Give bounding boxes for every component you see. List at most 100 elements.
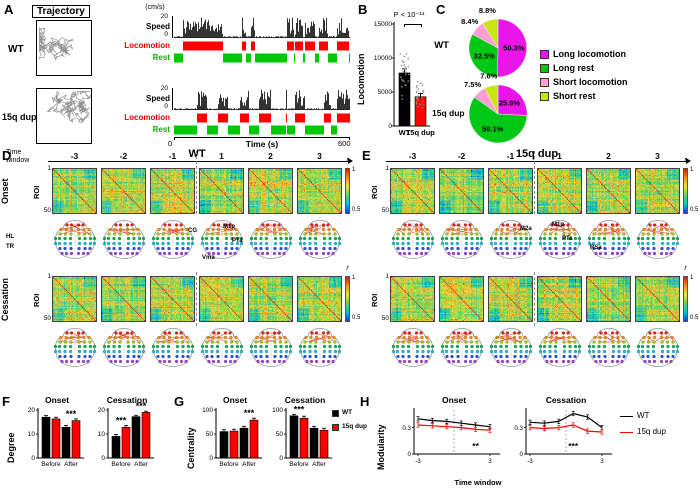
row-name-cessation: Cessation	[0, 277, 10, 321]
y-tick-label: 0	[31, 455, 35, 462]
pie-name-15q-dup: 15q dup	[432, 108, 465, 118]
panel-h-modularity: H Modularity Time window Onset 0.3 0 -3 3 ** C…	[358, 394, 700, 497]
brain-region-label: TR	[6, 244, 14, 250]
locomotion-raster	[197, 113, 350, 123]
y-tick-label: 50	[276, 431, 284, 438]
panel-e-label: E	[362, 148, 371, 163]
brain-region-label: M1p	[223, 224, 235, 230]
line-legend-sample	[620, 432, 633, 433]
significance-stars: ***	[136, 401, 147, 411]
brain-region-label: Vma	[202, 255, 215, 261]
p-value: P < 10⁻¹³	[393, 10, 425, 19]
correlation-matrix	[52, 276, 97, 322]
pie-slice-label: 7.6%	[480, 72, 497, 81]
rest-label-wt: Rest	[152, 53, 170, 62]
y-tick-label: 0	[101, 455, 105, 462]
roi-tick-max: 50	[381, 207, 389, 214]
h-x-axis-label: Time window	[454, 478, 502, 487]
pie-slice-label: 7.5%	[464, 80, 481, 89]
brain-map	[200, 220, 243, 259]
time-window-value: -3	[70, 151, 79, 161]
y-tick-label: 10	[98, 431, 106, 438]
correlation-matrix	[150, 276, 195, 322]
significance-stars: ***	[66, 409, 77, 419]
time-window-value: 1	[557, 151, 562, 161]
brain-map	[636, 220, 679, 259]
speed-trace	[174, 89, 350, 111]
colorbar-max-label: 1	[352, 167, 356, 173]
correlation-matrix	[199, 168, 244, 214]
correlation-matrix	[586, 168, 631, 214]
pie-legend-swatch	[540, 64, 549, 73]
panel-e-15q-dup-matrices: E 15q dup -3 -2 -1 1 2 3 ROI 1 50 r 1 0.5 M2a M1p PTa R…	[356, 148, 700, 394]
significance-stars: ***	[294, 404, 305, 414]
significance-stars: ***	[116, 415, 127, 425]
colorbar	[345, 276, 350, 322]
b-y-tick-label: 0	[388, 122, 392, 130]
brain-map	[636, 328, 679, 367]
subplot-title-onset: Onset	[222, 395, 248, 405]
panel-b-locomotion-quant: B P < 10⁻¹³ Locomotion WT 15q dup 15000 1…	[356, 2, 435, 150]
pie-name-wt: WT	[434, 40, 449, 51]
correlation-matrix	[488, 276, 533, 322]
correlation-matrix	[52, 168, 97, 214]
window-divider	[534, 151, 535, 214]
panel-h-label: H	[360, 394, 370, 409]
colorbar-title: r	[346, 157, 349, 164]
pie-legend-label: Short rest	[553, 91, 596, 101]
colorbar-min-label: 0.5	[352, 315, 361, 321]
colorbar	[345, 168, 350, 214]
y-tick-label: 0	[209, 455, 213, 462]
correlation-matrix	[488, 168, 533, 214]
correlation-matrix	[248, 276, 293, 322]
roi-tick-max: 50	[381, 315, 389, 322]
y-tick-label: 20	[28, 407, 36, 414]
colorbar-max-label: 1	[352, 275, 356, 281]
correlation-matrix	[297, 168, 342, 214]
panel-f-label: F	[2, 394, 10, 409]
brain-map	[102, 220, 145, 259]
speed-scale-max: 20	[160, 84, 168, 92]
window-divider	[534, 272, 535, 326]
b-y-tick-label: 15000	[373, 20, 392, 28]
rest-label-dup: Rest	[152, 125, 170, 134]
panel-g-label: G	[174, 394, 185, 409]
brain-map	[298, 328, 341, 367]
time-window-value: -2	[457, 151, 466, 161]
b-y-axis-label: Locomotion	[356, 53, 366, 105]
correlation-matrix	[390, 168, 435, 214]
speed-scale-max: 20	[160, 12, 168, 20]
speed-scale-unit: (cm/s)	[145, 4, 165, 11]
b-x-label-wt: WT	[398, 128, 411, 137]
brain-map	[538, 220, 581, 259]
brain-map	[151, 220, 194, 259]
panel-b-label: B	[358, 2, 368, 17]
b-y-tick-label: 5000	[377, 88, 392, 96]
colorbar-max-label: 1	[690, 167, 694, 173]
pie-slice-label: 59.1%	[482, 125, 504, 134]
correlation-matrix	[150, 168, 195, 214]
panel-d-wt-matrices: D WT Time window -3 -2 -1 1 2 3 Onset ROI 1 50 r 1 0…	[0, 148, 360, 394]
y-tick-label: 100	[202, 407, 213, 414]
window-divider	[196, 272, 197, 326]
y-tick-label: 20	[98, 407, 106, 414]
pie-chart-wt: 50.3% 32.5% 8.4%8.8%	[461, 6, 527, 78]
time-window-value: -2	[119, 151, 128, 161]
bar-legend-label: 15q dup	[342, 422, 367, 430]
time-axis-arrow	[48, 161, 348, 162]
y-tick-label: 0.3	[402, 425, 411, 432]
y-tick-label: 0	[279, 455, 283, 462]
pie-legend-label: Long locomotion	[553, 49, 626, 59]
colorbar-min-label: 0.5	[352, 207, 361, 213]
group-label-15q-dup: 15q dup	[2, 112, 37, 122]
pie-slice-label: 32.5%	[474, 52, 496, 61]
f-y-axis-label: Degree	[6, 432, 16, 464]
correlation-matrix	[199, 276, 244, 322]
time-window-value: -1	[168, 151, 177, 161]
h-y-axis-label: Modularity	[376, 424, 386, 470]
g-y-axis-label: Centrality	[186, 427, 196, 469]
x-group-label: After	[64, 461, 79, 468]
line-legend-sample	[620, 416, 633, 417]
locomotion-bar-chart	[391, 22, 430, 127]
speed-scale-min: 0	[164, 30, 168, 38]
